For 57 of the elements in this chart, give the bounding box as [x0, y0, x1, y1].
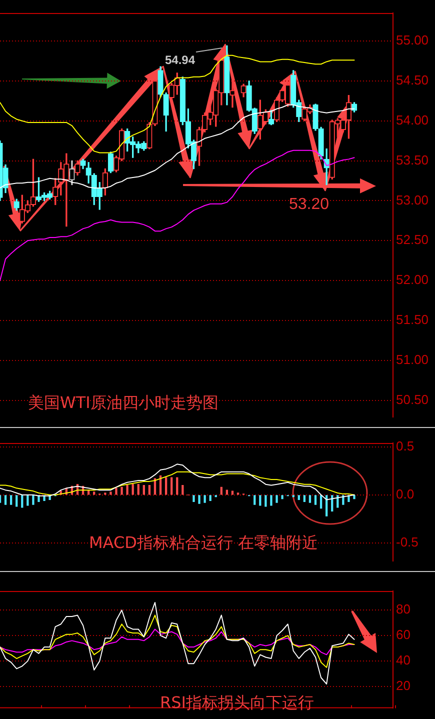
text: 美国WTI原油四小时走势图: [28, 393, 218, 412]
bar: [270, 495, 272, 506]
y-tick-label: 54.50: [396, 72, 429, 88]
bar: [254, 495, 256, 505]
bar: [142, 484, 145, 495]
bar: [137, 484, 140, 495]
bar: [314, 495, 317, 505]
candlestick: [230, 80, 236, 108]
y-tick-label: 0.0: [396, 486, 414, 502]
y-tick-label: 80: [396, 602, 410, 617]
y-tick-label: 55.00: [396, 32, 429, 48]
bar: [182, 484, 184, 495]
bar: [148, 484, 151, 495]
bar: [353, 495, 356, 500]
bar: [16, 495, 18, 507]
bar: [176, 477, 178, 495]
bar: [298, 495, 300, 500]
y-tick-label: 60: [396, 627, 410, 642]
bar: [209, 495, 212, 501]
bar: [132, 484, 134, 495]
annotation: 53.20: [289, 196, 330, 213]
y-tick-label: 54.00: [396, 112, 429, 128]
bar: [276, 495, 278, 503]
bar: [126, 484, 128, 495]
bar: [26, 495, 29, 506]
bar: [259, 495, 262, 506]
bar: [115, 488, 118, 495]
text: RSI指标拐头向下运行: [160, 693, 314, 712]
bar: [303, 495, 306, 502]
bar: [10, 495, 12, 505]
bar: [204, 495, 206, 503]
bar: [120, 486, 123, 495]
bar: [4, 495, 7, 505]
bar: [281, 495, 284, 500]
bar: [264, 495, 267, 507]
bar: [32, 495, 34, 505]
y-tick-label: 40: [396, 652, 410, 668]
bar: [308, 495, 312, 503]
y-tick-label: -0.5: [396, 534, 418, 550]
bar: [192, 495, 195, 502]
y-tick-label: 51.50: [396, 312, 429, 328]
y-tick-label: 52.50: [396, 232, 429, 248]
text: MACD指标粘合运行 在零轴附近: [89, 533, 318, 552]
y-tick-label: 20: [396, 678, 410, 694]
bar: [170, 477, 173, 495]
y-tick-label: 0.5: [396, 438, 414, 454]
y-tick-label: 52.00: [396, 272, 429, 288]
bar: [110, 492, 112, 495]
y-tick-label: 50.50: [396, 392, 429, 408]
annotation: 54.94: [165, 53, 196, 67]
y-tick-label: 53.00: [396, 192, 429, 208]
bar: [93, 492, 96, 495]
bar: [231, 490, 234, 495]
y-tick-label: 53.50: [396, 152, 429, 168]
bar: [198, 495, 200, 504]
bar: [164, 477, 168, 495]
y-tick-label: 51.00: [396, 352, 429, 368]
